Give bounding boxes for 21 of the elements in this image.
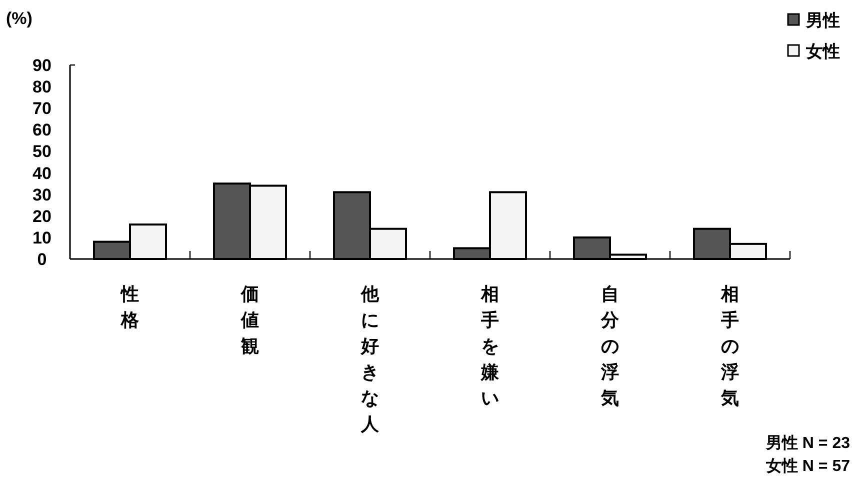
y-axis-title: (%) xyxy=(6,9,32,28)
x-tick-label: 相手の浮気 xyxy=(720,284,739,408)
ytick: 50 xyxy=(32,142,52,162)
ytick: 10 xyxy=(32,228,52,248)
x-tick-label: 性格 xyxy=(120,284,140,330)
x-tick-label: 他に好きな人 xyxy=(360,284,380,434)
ytick: 40 xyxy=(32,164,52,183)
x-tick-label: 相手を嫌い xyxy=(480,284,500,408)
ytick: 0 xyxy=(37,250,47,269)
ytick: 60 xyxy=(32,120,52,140)
ytick: 90 xyxy=(32,56,52,75)
text: 男性 N = 23 xyxy=(764,434,850,452)
x-tick-label: 自分の浮気 xyxy=(600,284,620,408)
ytick: 30 xyxy=(32,185,52,204)
text: 女性 N = 57 xyxy=(764,457,850,475)
ytick: 20 xyxy=(32,206,52,226)
legend-label: 男性 xyxy=(805,11,840,30)
legend-label: 女性 xyxy=(805,42,840,61)
ytick: 70 xyxy=(32,99,52,118)
x-tick-label: 価値観 xyxy=(240,284,259,356)
ytick: 80 xyxy=(32,78,52,97)
